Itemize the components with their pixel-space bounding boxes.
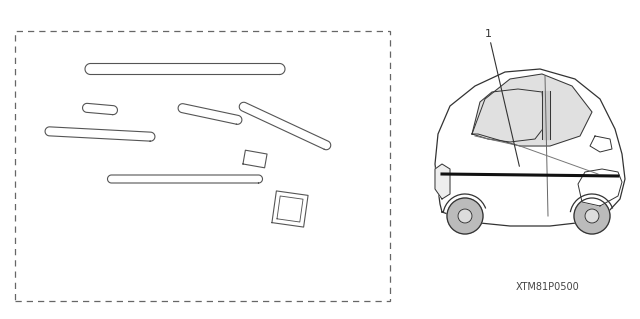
Text: 1: 1 — [484, 29, 492, 39]
Polygon shape — [272, 191, 308, 227]
Polygon shape — [243, 150, 267, 168]
Polygon shape — [277, 196, 303, 222]
Polygon shape — [178, 104, 242, 124]
Circle shape — [458, 209, 472, 223]
Polygon shape — [578, 169, 622, 206]
Polygon shape — [435, 164, 450, 199]
Polygon shape — [239, 102, 331, 150]
Polygon shape — [85, 63, 285, 75]
Bar — [542, 91, 550, 139]
Polygon shape — [83, 103, 118, 115]
Polygon shape — [472, 74, 592, 146]
Circle shape — [574, 198, 610, 234]
Polygon shape — [472, 89, 545, 142]
Circle shape — [447, 198, 483, 234]
Circle shape — [585, 209, 599, 223]
Polygon shape — [590, 136, 612, 152]
Polygon shape — [435, 69, 625, 226]
Bar — [15, 31, 390, 301]
Polygon shape — [108, 175, 262, 183]
Polygon shape — [45, 127, 155, 141]
Text: XTM81P0500: XTM81P0500 — [516, 282, 580, 292]
